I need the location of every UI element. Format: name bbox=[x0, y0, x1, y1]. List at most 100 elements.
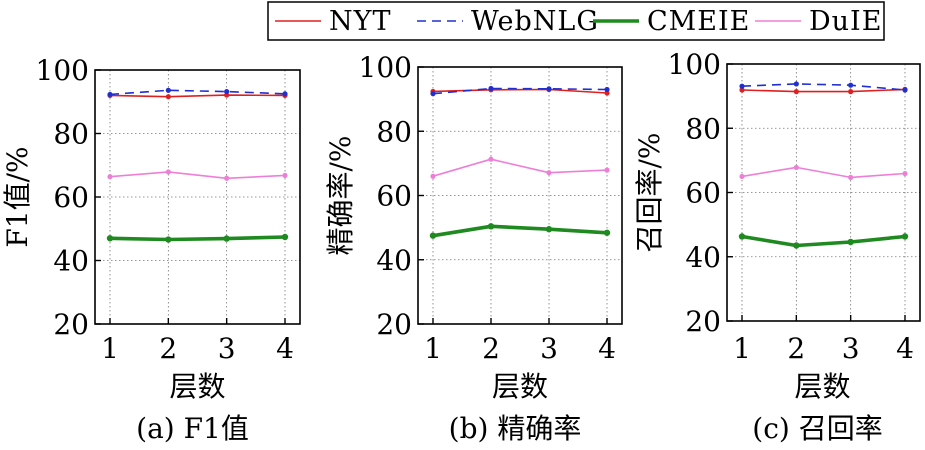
series-cmeie bbox=[429, 223, 611, 239]
data-point bbox=[107, 91, 113, 98]
series-duie bbox=[739, 164, 908, 181]
x-axis-label: 层数 bbox=[169, 370, 225, 403]
data-point bbox=[282, 91, 288, 97]
legend-entry-nyt: NYT bbox=[275, 6, 391, 37]
data-point bbox=[848, 174, 854, 181]
data-point bbox=[739, 87, 745, 93]
series-line bbox=[109, 94, 286, 98]
x-tick-label: 3 bbox=[842, 332, 860, 365]
y-tick-label: 20 bbox=[376, 308, 412, 341]
y-tick-label: 100 bbox=[36, 54, 89, 87]
panel-3: 20 40 60 80 100 1 2 3 4 层数 召回率/% (c) 召回率 bbox=[633, 48, 921, 445]
series-cmeie bbox=[738, 233, 909, 249]
y-tick-label: 60 bbox=[685, 177, 721, 210]
legend-entry-duie: DuIE bbox=[755, 6, 882, 37]
y-tick-label: 60 bbox=[53, 181, 89, 214]
legend: NYT WebNLG CMEIE DuIE bbox=[267, 1, 885, 41]
data-point bbox=[106, 235, 114, 242]
series-line bbox=[741, 234, 906, 248]
data-point bbox=[430, 91, 436, 97]
y-tick-label: 40 bbox=[685, 241, 721, 274]
y-tick-label: 100 bbox=[668, 48, 721, 81]
data-point bbox=[793, 164, 799, 171]
series-duie bbox=[430, 156, 610, 179]
y-tick-label: 80 bbox=[53, 118, 89, 151]
data-point bbox=[488, 156, 494, 162]
data-point bbox=[604, 167, 610, 173]
data-point bbox=[739, 173, 745, 180]
series-webnlg bbox=[430, 85, 610, 97]
data-point bbox=[902, 170, 908, 177]
data-point bbox=[739, 83, 745, 89]
series-nyt bbox=[430, 86, 610, 96]
data-point bbox=[224, 175, 230, 181]
data-point bbox=[488, 85, 494, 92]
data-point bbox=[848, 89, 854, 95]
data-point bbox=[107, 174, 113, 180]
legend-entry-cmeie: CMEIE bbox=[593, 6, 749, 37]
data-point bbox=[793, 89, 799, 95]
x-tick-label: 2 bbox=[787, 332, 805, 365]
y-tick-label: 60 bbox=[376, 180, 412, 213]
y-tick-label: 80 bbox=[685, 112, 721, 145]
y-axis-label: 精确率/% bbox=[324, 135, 357, 255]
y-tick-label: 20 bbox=[53, 308, 89, 341]
x-axis-label: 层数 bbox=[794, 370, 850, 403]
x-tick-label: 1 bbox=[733, 332, 751, 365]
data-point bbox=[848, 82, 854, 88]
legend-entry-webnlg: WebNLG bbox=[417, 6, 599, 37]
data-point bbox=[793, 242, 800, 249]
legend-label: WebNLG bbox=[471, 6, 599, 37]
data-point bbox=[281, 233, 289, 241]
data-point bbox=[224, 88, 230, 95]
series-webnlg bbox=[739, 81, 908, 93]
x-tick-label: 3 bbox=[218, 332, 236, 365]
data-point bbox=[430, 173, 436, 179]
series-duie bbox=[107, 169, 288, 181]
series-line bbox=[741, 88, 906, 93]
data-point bbox=[165, 169, 171, 175]
legend-label: NYT bbox=[329, 6, 391, 37]
legend-label: DuIE bbox=[809, 6, 882, 37]
series-line bbox=[432, 158, 608, 177]
data-point bbox=[545, 226, 553, 233]
x-tick-label: 4 bbox=[276, 332, 294, 365]
data-point bbox=[165, 236, 172, 243]
y-tick-label: 40 bbox=[376, 244, 412, 277]
panel-caption: (b) 精确率 bbox=[449, 412, 582, 445]
x-tick-label: 4 bbox=[598, 332, 616, 365]
y-tick-label: 80 bbox=[376, 115, 412, 148]
series-line bbox=[432, 224, 608, 238]
y-axis-label: 召回率/% bbox=[633, 132, 666, 252]
x-tick-label: 2 bbox=[159, 332, 177, 365]
series-line bbox=[109, 89, 286, 96]
data-point bbox=[165, 94, 171, 100]
x-tick-label: 1 bbox=[101, 332, 119, 365]
data-point bbox=[604, 86, 610, 93]
series-webnlg bbox=[107, 87, 288, 98]
series-line bbox=[741, 83, 906, 91]
data-point bbox=[487, 223, 495, 230]
panel-caption: (c) 召回率 bbox=[752, 412, 882, 445]
x-tick-label: 4 bbox=[896, 332, 914, 365]
data-point bbox=[546, 86, 552, 92]
x-axis-label: 层数 bbox=[492, 370, 548, 403]
data-point bbox=[429, 232, 437, 239]
panel-1: 20 40 60 80 100 1 2 3 4 层数 F1值/% (a) F1值 bbox=[1, 54, 301, 445]
data-point bbox=[546, 170, 552, 176]
y-tick-label: 20 bbox=[685, 305, 721, 338]
data-point bbox=[793, 81, 799, 87]
data-point bbox=[282, 172, 288, 179]
series-cmeie bbox=[106, 233, 289, 243]
data-point bbox=[901, 233, 909, 240]
data-point bbox=[847, 238, 854, 246]
series-line bbox=[741, 166, 906, 179]
y-tick-label: 100 bbox=[359, 51, 412, 84]
y-tick-label: 40 bbox=[53, 245, 89, 278]
data-point bbox=[165, 87, 171, 93]
series-line bbox=[109, 235, 286, 242]
data-point bbox=[603, 229, 611, 236]
series-line bbox=[109, 171, 286, 180]
data-point bbox=[223, 235, 230, 242]
